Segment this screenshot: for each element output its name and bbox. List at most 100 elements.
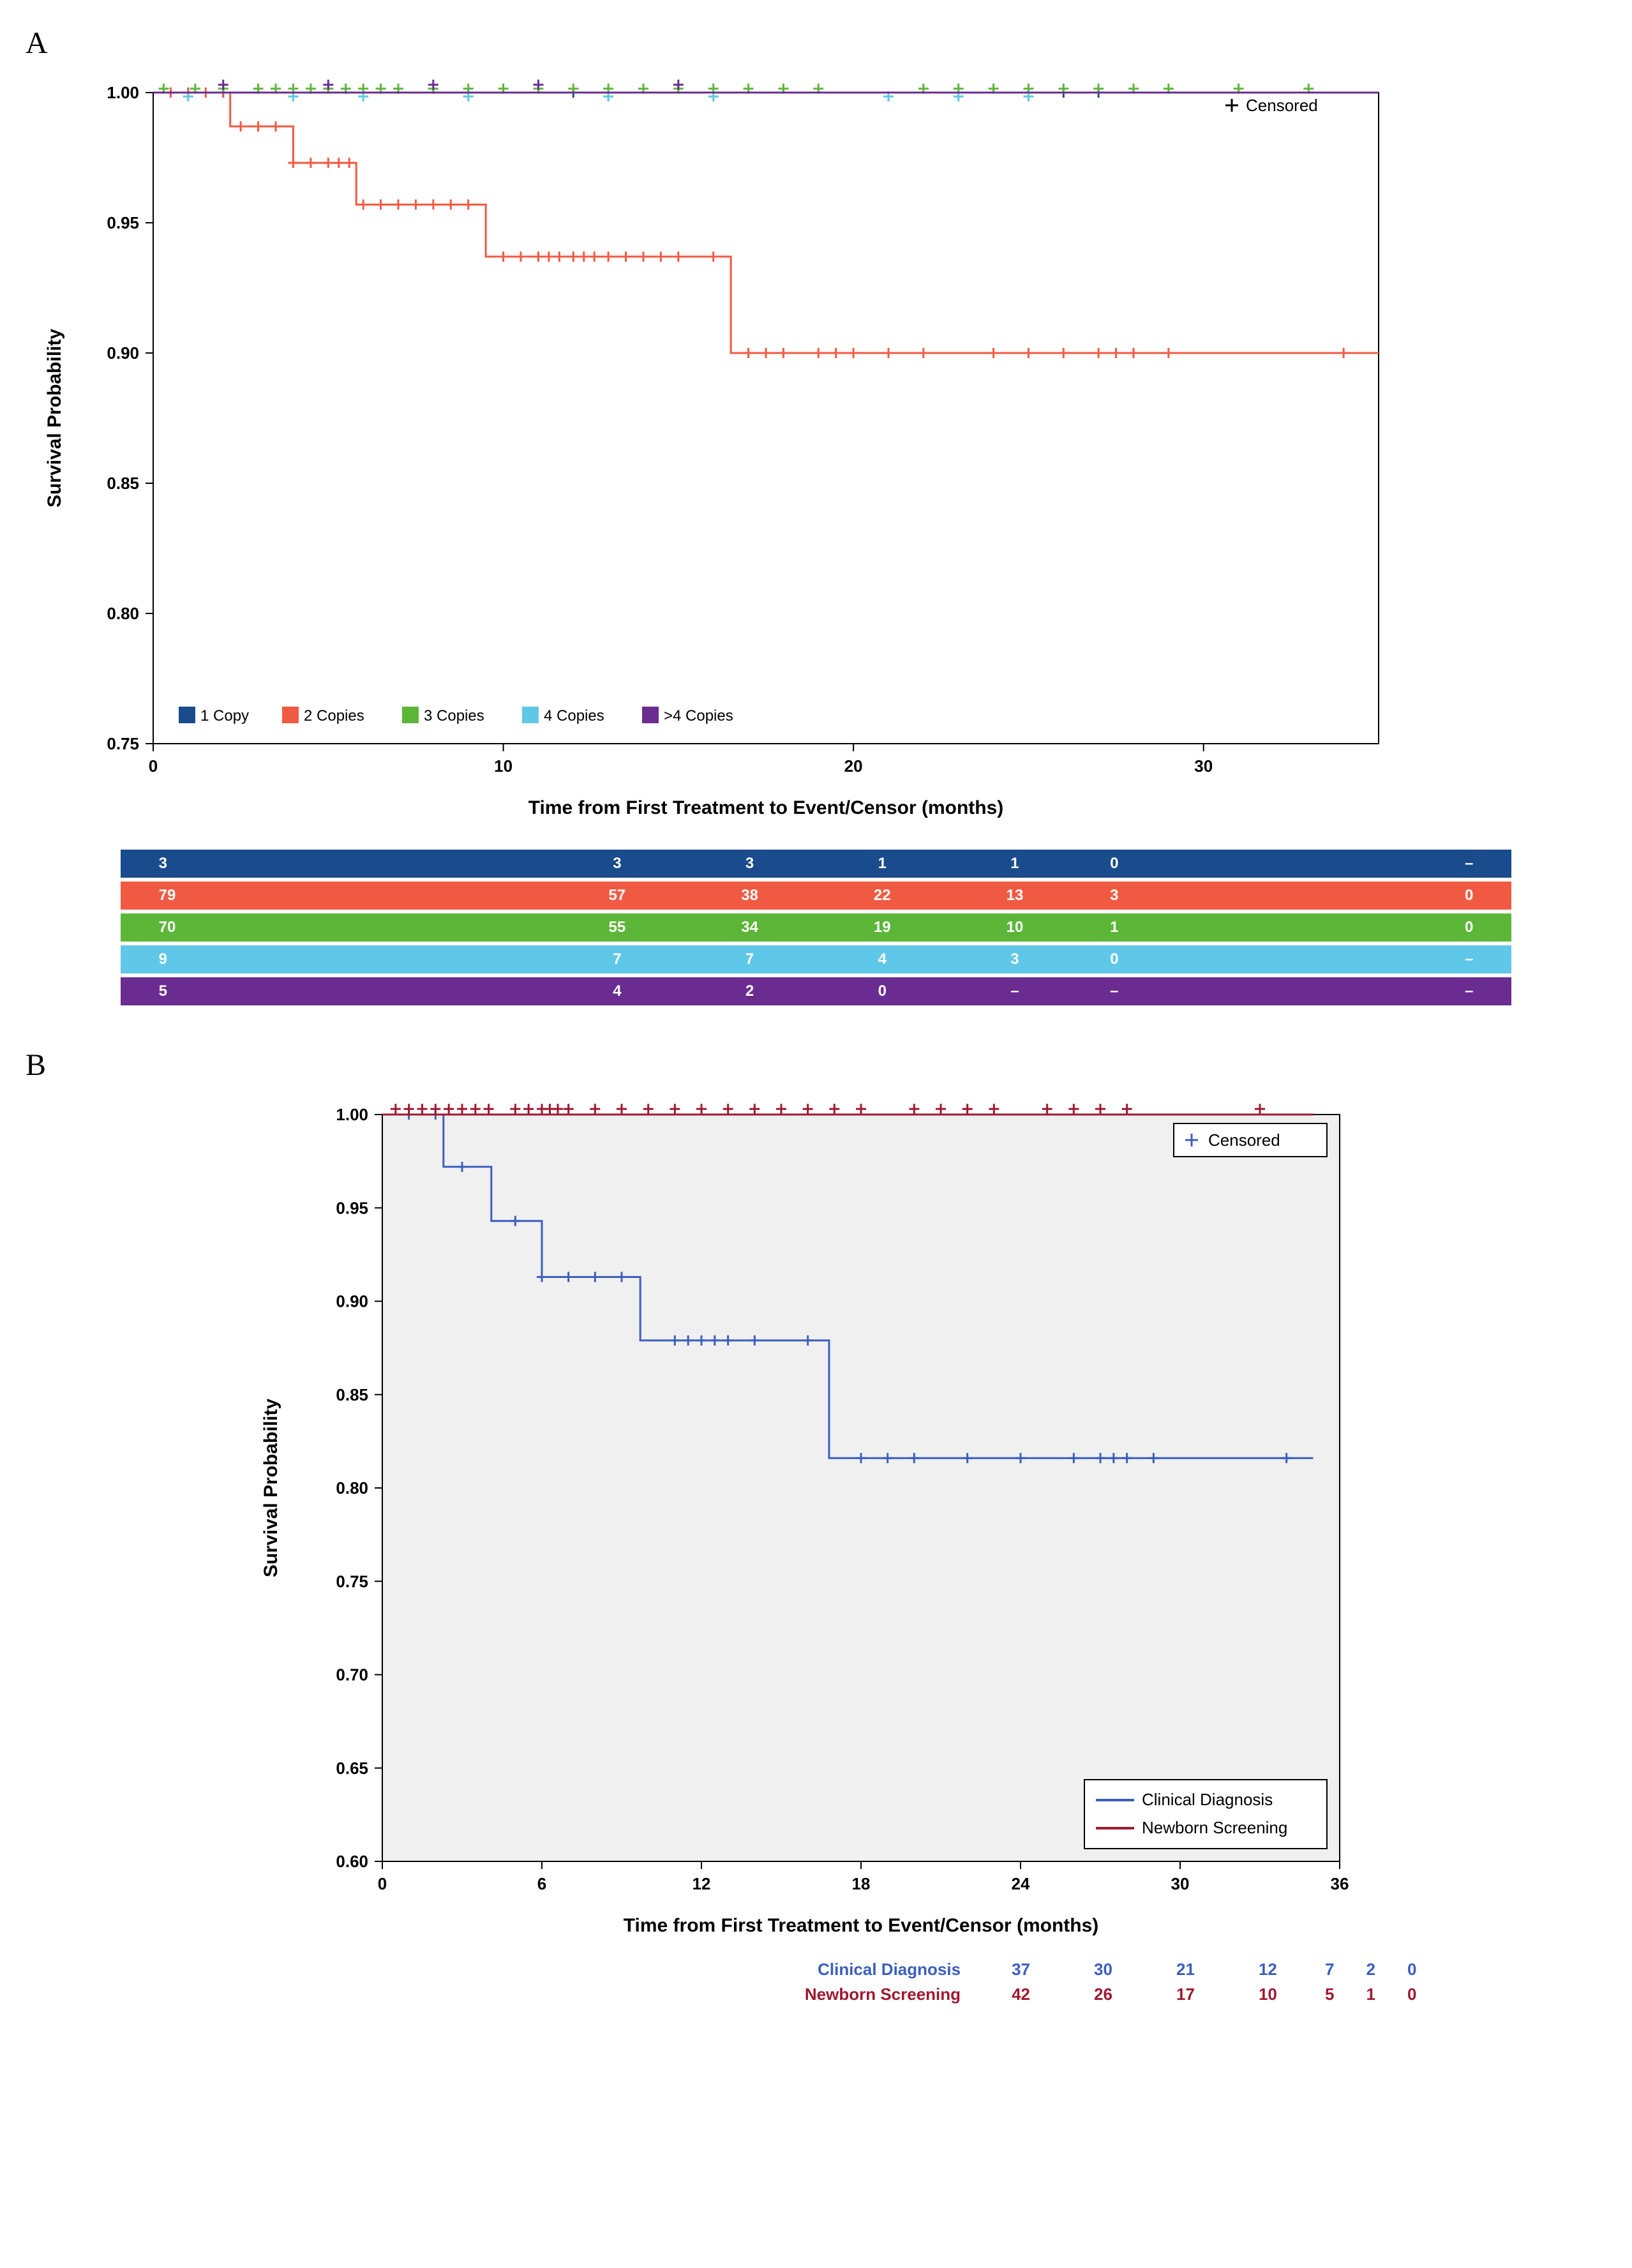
- risk-cell: –: [948, 977, 1081, 1005]
- risk-cell: 3: [121, 850, 551, 878]
- risk-cell: 7: [551, 945, 684, 973]
- risk-cell: 5: [121, 977, 551, 1005]
- panel-b-chart: 0.60 0.65 0.70 0.75 0.80 0.85 0.90 0.95 1.00 0 6 12…: [26, 1089, 1606, 1951]
- risk-cell: –: [1148, 977, 1512, 1005]
- risk-cell: 10: [948, 913, 1081, 942]
- risk-cell: 13: [948, 882, 1081, 910]
- svg-text:0: 0: [377, 1874, 386, 1893]
- risk-cell: 3: [551, 850, 684, 878]
- svg-text:0.95: 0.95: [107, 213, 139, 232]
- svg-text:0.75: 0.75: [107, 734, 139, 753]
- risk-cell: 7: [684, 945, 816, 973]
- svg-text:Clinical Diagnosis: Clinical Diagnosis: [1142, 1790, 1273, 1809]
- risk-row-label: Newborn Screening: [199, 1982, 980, 2007]
- svg-text:1 Copy: 1 Copy: [200, 707, 249, 725]
- risk-cell: 12: [1227, 1957, 1309, 1982]
- svg-text:0.90: 0.90: [336, 1292, 368, 1311]
- risk-row: Clinical Diagnosis37302112720: [199, 1957, 1432, 1982]
- risk-cell: 17: [1144, 1982, 1227, 2007]
- risk-row: 795738221330: [121, 882, 1512, 910]
- svg-text:30: 30: [1171, 1874, 1189, 1893]
- panel-a-chart: 0.75 0.80 0.85 0.90 0.95 1.00 0 10 20 30 Time from…: [26, 67, 1606, 833]
- risk-cell: 2: [684, 977, 816, 1005]
- panel-a-label: A: [26, 26, 1606, 61]
- risk-cell: 22: [816, 882, 948, 910]
- svg-text:36: 36: [1330, 1874, 1349, 1893]
- svg-text:0.80: 0.80: [107, 604, 139, 623]
- risk-table-a: 333110–795738221330705534191010977430–54…: [121, 846, 1512, 1009]
- risk-cell: 55: [551, 913, 684, 942]
- panel-a: A 0.750.800.850.900.951.000102030Time fr…: [26, 26, 1606, 1009]
- risk-cell: 26: [1062, 1982, 1144, 2007]
- risk-cell: 1: [1081, 913, 1148, 942]
- svg-text:20: 20: [844, 756, 863, 776]
- svg-text:0.75: 0.75: [336, 1572, 368, 1591]
- risk-cell: 10: [1227, 1982, 1309, 2007]
- risk-cell: –: [1148, 850, 1512, 878]
- svg-text:0.60: 0.60: [336, 1852, 368, 1871]
- svg-text:Newborn Screening: Newborn Screening: [1142, 1818, 1287, 1837]
- svg-text:3 Copies: 3 Copies: [424, 707, 484, 725]
- svg-text:Survival Probability: Survival Probability: [260, 1399, 281, 1577]
- risk-row-label: Clinical Diagnosis: [199, 1957, 980, 1982]
- risk-row: 977430–: [121, 945, 1512, 973]
- risk-cell: 70: [121, 913, 551, 942]
- svg-text:Time from First Treatment to E: Time from First Treatment to Event/Censo…: [623, 1915, 1098, 1936]
- risk-cell: 4: [816, 945, 948, 973]
- svg-text:Censored: Censored: [1246, 96, 1318, 115]
- risk-cell: 0: [1148, 882, 1512, 910]
- km-chart-b: 0.60 0.65 0.70 0.75 0.80 0.85 0.90 0.95 1.00 0 6 12…: [242, 1089, 1391, 1951]
- svg-text:0.65: 0.65: [336, 1759, 368, 1778]
- risk-cell: 0: [1081, 945, 1148, 973]
- svg-text:0.90: 0.90: [107, 343, 139, 363]
- risk-cell: 3: [948, 945, 1081, 973]
- svg-text:0: 0: [149, 756, 158, 776]
- risk-cell: 0: [1148, 913, 1512, 942]
- risk-cell: 1: [1350, 1982, 1391, 2007]
- risk-cell: 7: [1309, 1957, 1351, 1982]
- risk-cell: 34: [684, 913, 816, 942]
- risk-table-b: Clinical Diagnosis37302112720Newborn Scr…: [199, 1957, 1432, 2007]
- risk-cell: 5: [1309, 1982, 1351, 2007]
- risk-cell: 19: [816, 913, 948, 942]
- svg-text:0.70: 0.70: [336, 1665, 368, 1685]
- risk-cell: 37: [980, 1957, 1062, 1982]
- svg-text:24: 24: [1011, 1874, 1029, 1893]
- risk-cell: 0: [1391, 1957, 1433, 1982]
- risk-cell: 38: [684, 882, 816, 910]
- svg-text:Time from First Treatment to E: Time from First Treatment to Event/Censo…: [528, 797, 1004, 818]
- svg-text:0.95: 0.95: [336, 1198, 368, 1217]
- svg-text:Censored: Censored: [1208, 1130, 1280, 1150]
- risk-row: Newborn Screening42261710510: [199, 1982, 1432, 2007]
- svg-text:1.00: 1.00: [336, 1105, 368, 1124]
- svg-text:0.80: 0.80: [336, 1478, 368, 1498]
- panel-b-label: B: [26, 1048, 1606, 1083]
- risk-cell: 9: [121, 945, 551, 973]
- svg-text:10: 10: [494, 756, 513, 776]
- risk-cell: –: [1081, 977, 1148, 1005]
- risk-cell: 42: [980, 1982, 1062, 2007]
- svg-text:18: 18: [851, 1874, 870, 1893]
- svg-text:6: 6: [537, 1874, 546, 1893]
- svg-text:0.85: 0.85: [107, 474, 139, 493]
- risk-cell: 30: [1062, 1957, 1144, 1982]
- svg-text:1.00: 1.00: [107, 83, 139, 102]
- risk-cell: 3: [1081, 882, 1148, 910]
- risk-cell: 1: [948, 850, 1081, 878]
- svg-text:4 Copies: 4 Copies: [544, 707, 604, 725]
- risk-cell: 3: [684, 850, 816, 878]
- panel-b: B 0.60 0.65 0.70 0.75 0.80 0.85 0.90 0.95 1.00 0 6…: [26, 1048, 1606, 2007]
- km-chart-a: 0.75 0.80 0.85 0.90 0.95 1.00 0 10 20 30 Time from…: [26, 67, 1430, 833]
- svg-text:30: 30: [1194, 756, 1213, 776]
- svg-text:0.85: 0.85: [336, 1385, 368, 1404]
- risk-cell: 2: [1350, 1957, 1391, 1982]
- svg-text:>4 Copies: >4 Copies: [664, 707, 733, 725]
- svg-text:12: 12: [692, 1874, 710, 1893]
- risk-cell: 79: [121, 882, 551, 910]
- risk-row: 705534191010: [121, 913, 1512, 942]
- risk-cell: 0: [1391, 1982, 1433, 2007]
- risk-row: 333110–: [121, 850, 1512, 878]
- risk-cell: –: [1148, 945, 1512, 973]
- svg-text:Survival Probability: Survival Probability: [44, 329, 65, 507]
- risk-cell: 21: [1144, 1957, 1227, 1982]
